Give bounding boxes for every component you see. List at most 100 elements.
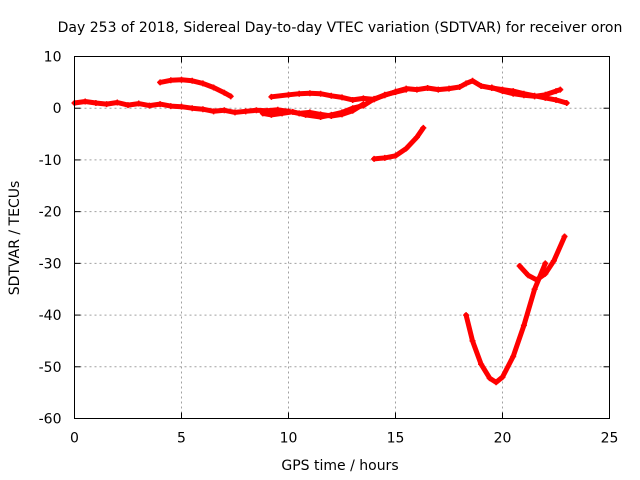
y-tick-label: -40 <box>39 308 62 324</box>
data-point <box>227 93 234 100</box>
data-point <box>435 86 442 93</box>
x-tick-label: 5 <box>177 431 186 447</box>
data-point <box>446 85 452 92</box>
y-tick-label: -50 <box>39 360 62 376</box>
y-axis-label: SDTVAR / TECUs <box>7 181 23 296</box>
data-point <box>542 260 549 267</box>
data-point <box>221 107 228 114</box>
data-point <box>279 110 286 117</box>
data-point <box>486 375 493 382</box>
data-point <box>403 86 410 93</box>
data-point <box>232 109 238 116</box>
data-point <box>542 91 549 98</box>
data-point <box>520 92 527 99</box>
data-point <box>306 90 313 97</box>
data-point <box>493 379 500 386</box>
data-point <box>561 233 568 240</box>
data-point <box>478 361 485 368</box>
y-tick-label: -10 <box>39 153 62 169</box>
chart-title: Day 253 of 2018, Sidereal Day-to-day VTE… <box>58 20 623 36</box>
data-point <box>259 110 266 117</box>
y-tick-label: -60 <box>39 412 62 428</box>
data-point <box>516 262 523 269</box>
data-point <box>349 96 356 103</box>
data-point <box>157 101 164 108</box>
y-tick-label: -30 <box>39 256 62 272</box>
data-point <box>339 94 345 101</box>
x-tick-label: 20 <box>494 431 512 447</box>
data-point <box>413 134 420 141</box>
data-point <box>520 322 527 329</box>
data-point <box>167 77 174 84</box>
data-point <box>510 353 517 360</box>
series-arc-6 <box>463 260 549 386</box>
data-point <box>469 77 476 84</box>
data-point <box>242 108 249 115</box>
data-point <box>92 100 99 107</box>
data-point <box>360 102 367 109</box>
data-point <box>317 114 324 121</box>
data-point <box>268 93 275 100</box>
data-point <box>550 257 557 264</box>
data-point <box>210 108 217 115</box>
data-point <box>463 312 470 319</box>
data-point <box>82 98 89 105</box>
data-point <box>189 77 196 84</box>
data-point <box>381 154 388 161</box>
data-point <box>125 102 131 109</box>
y-tick-label: -20 <box>39 205 62 221</box>
series-line <box>371 125 426 162</box>
data-point <box>392 152 399 159</box>
data-point <box>317 90 324 97</box>
series-arc-4 <box>268 86 410 103</box>
data-point <box>371 155 378 162</box>
data-point <box>542 270 549 277</box>
data-point <box>531 286 538 293</box>
data-point <box>463 80 470 87</box>
data-point <box>289 108 296 115</box>
series-arc-7 <box>516 233 568 283</box>
data-point <box>456 84 463 91</box>
data-point <box>499 374 506 381</box>
x-axis-label: GPS time / hours <box>281 458 398 474</box>
data-point <box>285 91 292 98</box>
data-point <box>563 100 570 107</box>
data-point <box>199 80 206 87</box>
data-point <box>167 103 174 110</box>
data-point <box>424 85 431 92</box>
data-point <box>360 95 367 102</box>
plot-frame <box>74 56 610 419</box>
x-tick-label: 0 <box>70 431 79 447</box>
x-tick-label: 25 <box>601 431 619 447</box>
data-point <box>103 101 110 108</box>
data-point <box>420 124 427 131</box>
x-tick-label: 15 <box>387 431 405 447</box>
data-point <box>392 89 399 96</box>
data-point <box>525 272 532 279</box>
data-point <box>478 82 485 89</box>
series-line <box>463 260 548 385</box>
data-point <box>371 96 378 103</box>
data-point <box>178 103 185 110</box>
data-point <box>531 93 538 100</box>
ticks: 0 5 10 15 20 25 10 0 -10 -20 -30 -40 -50 -60 <box>39 50 619 447</box>
series-group <box>71 76 570 386</box>
data-point <box>510 90 517 97</box>
series-line <box>517 234 568 283</box>
data-point <box>488 84 495 91</box>
data-point <box>302 111 309 118</box>
series-arc-8 <box>488 84 564 100</box>
data-point <box>328 92 335 99</box>
data-point <box>135 100 142 107</box>
data-point <box>469 337 476 344</box>
data-point <box>557 86 564 93</box>
data-point <box>157 79 164 86</box>
series-line <box>72 99 366 119</box>
data-point <box>114 99 121 106</box>
data-point <box>339 109 345 116</box>
data-point <box>189 105 196 112</box>
data-point <box>268 111 275 118</box>
series-arc-5 <box>371 124 427 162</box>
data-point <box>381 91 388 98</box>
data-point <box>146 102 153 109</box>
